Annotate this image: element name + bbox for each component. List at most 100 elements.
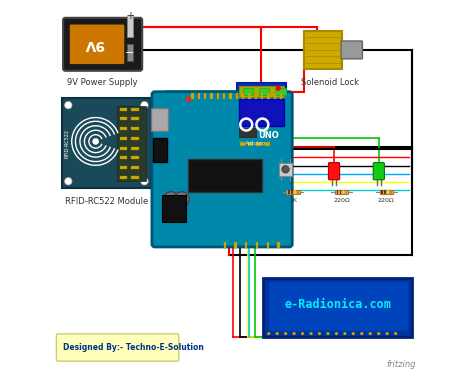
Bar (229, 93, 232, 99)
Bar (261, 93, 263, 99)
Circle shape (394, 332, 397, 335)
Text: RFID-RC522: RFID-RC522 (64, 129, 69, 158)
FancyBboxPatch shape (268, 281, 408, 331)
Bar (256, 142, 262, 146)
FancyBboxPatch shape (152, 92, 292, 247)
Bar (120, 147, 127, 150)
Text: −: − (125, 47, 135, 58)
FancyBboxPatch shape (380, 190, 393, 194)
Bar (210, 93, 213, 99)
Circle shape (64, 177, 72, 185)
Bar (131, 127, 138, 130)
FancyBboxPatch shape (341, 41, 363, 59)
Bar (280, 93, 283, 99)
Text: 9V Power Supply: 9V Power Supply (67, 78, 138, 87)
Circle shape (284, 332, 287, 335)
Bar (120, 176, 127, 179)
Bar (131, 176, 138, 179)
Circle shape (164, 192, 179, 207)
Bar (131, 137, 138, 140)
Bar (291, 190, 292, 194)
FancyBboxPatch shape (56, 334, 179, 361)
Text: +: + (126, 11, 134, 21)
Bar (256, 243, 258, 249)
FancyBboxPatch shape (153, 138, 167, 162)
Bar (191, 93, 194, 99)
FancyBboxPatch shape (117, 106, 146, 181)
Bar (248, 142, 254, 146)
Circle shape (292, 332, 296, 335)
FancyBboxPatch shape (373, 163, 384, 180)
Bar (248, 93, 251, 99)
Bar (217, 93, 219, 99)
Text: Arduino: Arduino (245, 141, 266, 147)
Circle shape (327, 332, 329, 335)
Bar (120, 108, 127, 111)
Circle shape (282, 165, 289, 173)
Circle shape (377, 332, 380, 335)
Bar (242, 93, 244, 99)
FancyBboxPatch shape (286, 190, 300, 194)
Circle shape (186, 97, 191, 102)
FancyBboxPatch shape (237, 83, 285, 143)
Circle shape (301, 332, 304, 335)
Bar (120, 166, 127, 169)
Bar (240, 142, 245, 146)
Bar (245, 243, 247, 249)
Text: fritzing: fritzing (387, 360, 416, 369)
Circle shape (386, 332, 389, 335)
FancyBboxPatch shape (239, 86, 283, 97)
Bar (131, 147, 138, 150)
FancyBboxPatch shape (243, 88, 253, 96)
Bar (297, 190, 299, 194)
Bar (267, 93, 270, 99)
Bar (255, 93, 257, 99)
Bar (224, 243, 226, 249)
Circle shape (267, 332, 270, 335)
FancyBboxPatch shape (335, 190, 348, 194)
FancyBboxPatch shape (62, 99, 151, 188)
Bar (131, 156, 138, 159)
Bar (340, 190, 341, 194)
Bar (274, 93, 276, 99)
Text: 220Ω: 220Ω (333, 198, 350, 203)
Text: 220Ω: 220Ω (378, 198, 394, 203)
Bar (387, 190, 389, 194)
Bar (127, 15, 133, 37)
Circle shape (141, 177, 148, 185)
Bar (294, 190, 296, 194)
Circle shape (93, 139, 98, 144)
Text: 9V: 9V (83, 37, 104, 51)
Bar (204, 93, 206, 99)
Text: Designed By:- Techno-E-Solution: Designed By:- Techno-E-Solution (64, 343, 204, 352)
FancyBboxPatch shape (239, 99, 283, 126)
FancyBboxPatch shape (275, 88, 286, 96)
Bar (120, 127, 127, 130)
FancyBboxPatch shape (70, 24, 124, 64)
Bar (120, 156, 127, 159)
Bar (131, 108, 138, 111)
Text: UNO: UNO (259, 130, 280, 139)
Text: RFID-RC522 Module: RFID-RC522 Module (65, 197, 148, 206)
Circle shape (64, 102, 72, 109)
Text: 1K: 1K (289, 198, 297, 203)
FancyBboxPatch shape (189, 159, 263, 192)
Bar (223, 93, 225, 99)
Bar (127, 44, 133, 61)
Bar (277, 243, 280, 249)
FancyBboxPatch shape (162, 195, 186, 221)
FancyBboxPatch shape (263, 277, 412, 337)
FancyBboxPatch shape (328, 163, 340, 180)
Bar (120, 117, 127, 120)
Circle shape (141, 102, 148, 109)
FancyBboxPatch shape (279, 163, 292, 176)
Bar (391, 190, 392, 194)
Bar (131, 166, 138, 169)
Circle shape (276, 332, 279, 335)
Bar (346, 190, 347, 194)
Bar (198, 93, 200, 99)
Circle shape (310, 332, 312, 335)
Bar (343, 190, 344, 194)
FancyBboxPatch shape (239, 128, 256, 137)
Bar (234, 243, 237, 249)
